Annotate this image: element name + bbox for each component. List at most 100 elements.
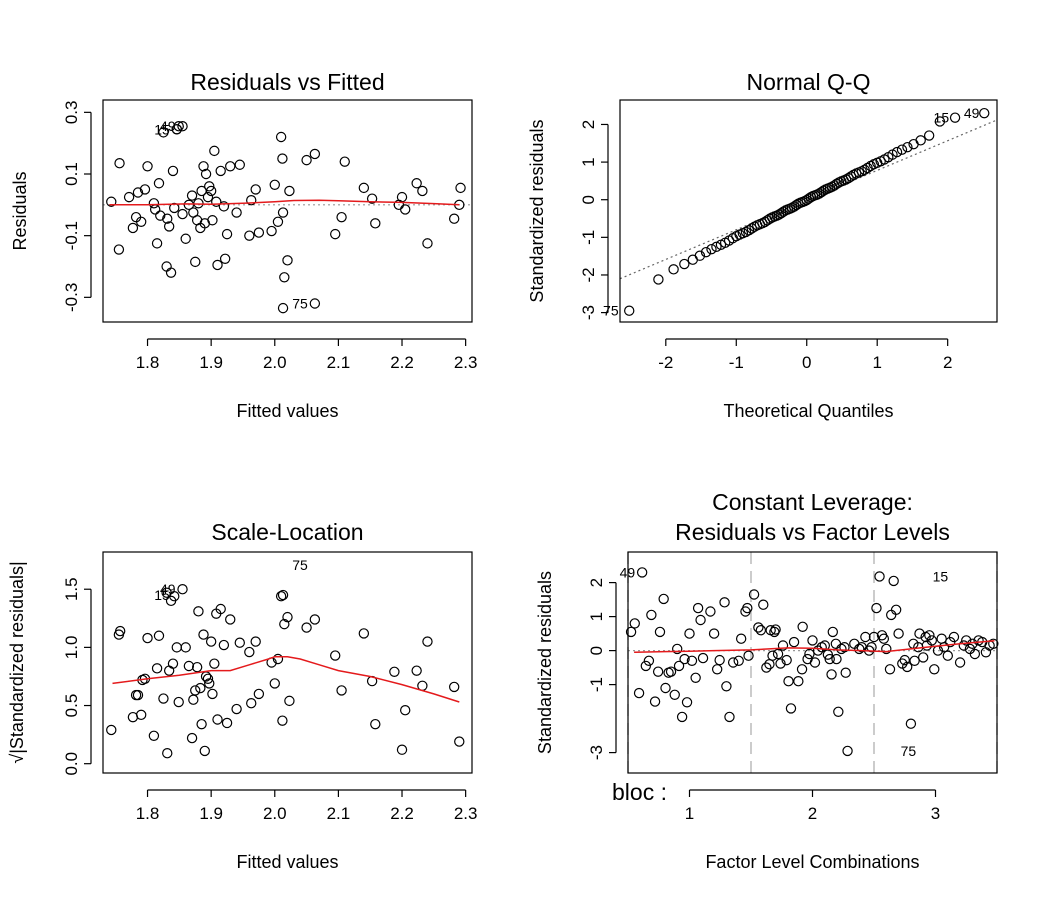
data-point <box>231 703 242 715</box>
data-point <box>775 658 786 669</box>
x-tick-label: 2.3 <box>454 804 478 823</box>
panel-4: Constant Leverage: Residuals vs Factor Le… <box>535 489 999 872</box>
data-point <box>761 662 772 673</box>
x-tick-label: 1.9 <box>199 353 223 372</box>
data-point <box>195 682 206 694</box>
data-point <box>660 682 671 694</box>
y-tick-label: 2 <box>579 120 598 129</box>
data-point <box>896 144 908 155</box>
data-point <box>135 709 147 721</box>
data-point <box>684 628 695 639</box>
data-point <box>422 636 433 647</box>
data-point <box>132 187 144 198</box>
data-point <box>155 210 166 221</box>
data-point <box>336 211 347 223</box>
data-point <box>714 654 725 666</box>
data-point <box>399 704 411 716</box>
data-point <box>926 635 938 646</box>
data-point <box>742 602 753 614</box>
data-point <box>158 127 169 138</box>
data-point <box>979 107 990 119</box>
data-point <box>211 196 222 207</box>
data-point <box>142 632 153 644</box>
data-point <box>899 654 910 666</box>
data-point <box>807 635 818 646</box>
data-point <box>695 614 706 626</box>
data-point <box>769 626 780 638</box>
data-point <box>856 166 867 177</box>
chart-subtitle: Residuals vs Factor Levels <box>675 519 950 545</box>
data-point <box>411 665 422 676</box>
data-point <box>370 218 381 229</box>
y-tick-label: -3 <box>579 305 598 320</box>
data-point <box>757 218 768 229</box>
data-point <box>706 243 717 255</box>
data-point <box>819 640 831 651</box>
data-point <box>158 693 169 704</box>
data-point <box>411 178 422 189</box>
data-point <box>399 204 411 215</box>
smooth-line <box>634 639 995 654</box>
data-point <box>624 305 635 316</box>
data-point <box>204 678 215 689</box>
data-point <box>454 736 465 747</box>
data-point <box>188 694 199 705</box>
data-point <box>629 618 640 629</box>
data-point <box>694 250 706 261</box>
data-point <box>151 238 163 249</box>
data-point <box>167 658 179 669</box>
data-point <box>822 649 834 660</box>
data-point <box>212 259 223 271</box>
data-point <box>845 171 857 182</box>
plot-frame <box>627 551 998 774</box>
data-point <box>221 717 233 729</box>
data-point <box>282 255 293 266</box>
data-point <box>215 603 226 615</box>
data-point <box>339 156 350 167</box>
point-label: 15 <box>934 110 950 126</box>
data-point <box>142 161 153 172</box>
y-tick-label: -0.3 <box>62 283 81 312</box>
data-point <box>275 591 287 602</box>
point-label: 49 <box>964 105 980 121</box>
data-point <box>625 626 637 638</box>
data-point <box>417 185 428 197</box>
x-tick-label: 2.2 <box>390 804 414 823</box>
y-tick-label: 0.3 <box>62 101 81 125</box>
data-point <box>840 174 852 185</box>
data-point <box>244 646 255 658</box>
data-point <box>191 661 203 673</box>
data-point <box>679 653 690 665</box>
data-point <box>277 153 288 164</box>
data-point <box>936 633 947 644</box>
data-point <box>202 673 214 684</box>
smooth-line <box>112 655 460 703</box>
data-point <box>113 244 125 255</box>
data-point <box>225 161 236 172</box>
plot-frame <box>102 99 473 323</box>
data-point <box>253 227 265 238</box>
data-point <box>244 230 255 241</box>
x-tick-label: 2.1 <box>327 804 351 823</box>
y-tick-label: -3 <box>587 745 606 760</box>
data-point <box>309 298 321 309</box>
data-point <box>204 181 215 192</box>
y-axis-label: Residuals <box>10 171 30 250</box>
x-tick-label: 2 <box>943 353 952 372</box>
x-tick-label: -1 <box>729 353 744 372</box>
data-point <box>177 208 188 220</box>
data-point <box>824 653 835 665</box>
data-point <box>733 655 744 667</box>
data-point <box>202 191 214 203</box>
data-point <box>123 191 135 203</box>
data-point <box>826 669 837 680</box>
data-point <box>167 165 179 177</box>
data-point <box>748 589 760 600</box>
data-point <box>153 178 165 189</box>
data-point <box>868 631 880 643</box>
x-tick-label: 0 <box>802 353 811 372</box>
data-point <box>173 696 184 708</box>
data-point <box>836 643 847 655</box>
data-point <box>301 154 312 166</box>
